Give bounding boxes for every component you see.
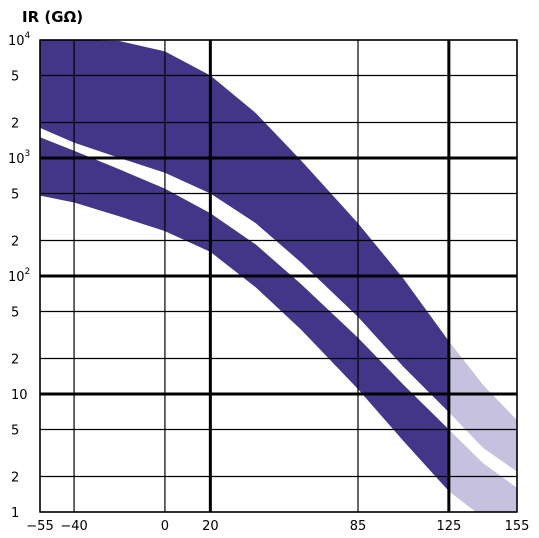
x-tick-label: 20	[202, 519, 219, 534]
plot-frame	[39, 39, 518, 513]
y-tick-label: 2	[11, 116, 19, 131]
band-1-extrapolated	[448, 341, 517, 472]
x-tick-label: 0	[161, 519, 169, 534]
band-1	[40, 40, 449, 413]
y-tick-label: 5	[11, 424, 19, 439]
y-tick-label: 5	[11, 306, 19, 321]
y-tick-label: 102	[8, 267, 30, 285]
band-2	[40, 137, 449, 492]
bands	[40, 40, 517, 512]
y-tick-label: 103	[8, 149, 30, 167]
y-axis-title: IR (GΩ)	[22, 8, 83, 26]
y-tick-label: 104	[8, 31, 31, 49]
grid	[39, 39, 518, 513]
band-2-extrapolated	[448, 429, 517, 512]
x-tick-label: 85	[350, 519, 367, 534]
x-tick-label: 155	[505, 519, 530, 534]
x-tick-label: 125	[436, 519, 461, 534]
x-tick-label: −55	[26, 519, 53, 534]
x-tick-labels: −55 −40 0 20 85 125 155	[26, 519, 529, 534]
x-tick-label: −40	[60, 519, 87, 534]
y-tick-label: 2	[11, 470, 19, 485]
y-tick-label: 5	[11, 188, 19, 203]
y-tick-label: 10	[11, 388, 28, 403]
y-tick-label: 2	[11, 352, 19, 367]
y-tick-label: 1	[11, 506, 19, 521]
y-tick-label: 2	[11, 234, 19, 249]
y-tick-label: 5	[11, 70, 19, 85]
